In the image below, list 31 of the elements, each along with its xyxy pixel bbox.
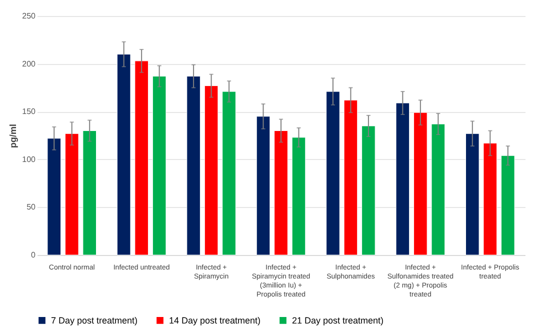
bar <box>431 124 446 256</box>
y-axis-title: pg/ml <box>8 124 18 148</box>
y-tick-label: 0 <box>31 250 36 260</box>
bar <box>483 142 498 256</box>
bar <box>222 91 236 256</box>
bar <box>292 137 306 256</box>
bar <box>116 54 131 256</box>
bar <box>274 130 288 256</box>
bar <box>204 86 218 256</box>
legend-label: 14 Day post treatment) <box>169 315 261 326</box>
bar <box>47 138 62 256</box>
bar <box>500 155 515 256</box>
bar <box>82 130 97 256</box>
bar <box>326 91 340 256</box>
bar <box>134 60 148 256</box>
y-tick-label: 250 <box>22 12 36 20</box>
bar <box>465 133 480 256</box>
bar <box>396 102 410 256</box>
legend-label: 7 Day post treatment) <box>51 315 138 326</box>
y-tick-label: 150 <box>22 107 36 116</box>
bar <box>152 76 166 256</box>
bar <box>186 76 200 256</box>
bar <box>256 116 270 256</box>
bar <box>344 100 358 256</box>
bar <box>362 126 376 256</box>
y-tick-label: 50 <box>26 202 36 212</box>
y-tick-label: 200 <box>22 59 36 68</box>
legend-label: 21 Day post treatment) <box>292 315 384 326</box>
y-tick-label: 100 <box>22 154 36 164</box>
bar <box>414 112 428 256</box>
bar <box>64 133 79 256</box>
